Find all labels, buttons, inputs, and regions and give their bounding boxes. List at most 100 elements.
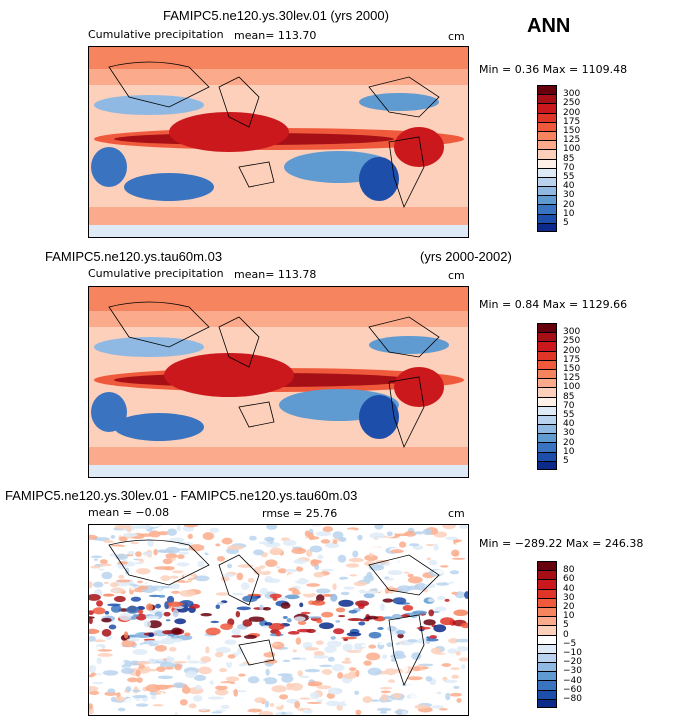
colorbar-label: 20: [563, 437, 575, 448]
colorbar-label: 40: [563, 181, 575, 192]
colorbar-label: 30: [563, 190, 575, 201]
colorbar-label: 0: [563, 629, 569, 640]
colorbar-swatch: [537, 158, 557, 168]
colorbar-swatch: [537, 588, 557, 598]
colorbar-label: 300: [563, 89, 581, 100]
colorbar-label: −20: [563, 657, 582, 668]
colorbar-label: 70: [563, 162, 575, 173]
colorbar-label: −60: [563, 684, 582, 695]
colorbar-label: 85: [563, 391, 575, 402]
colorbar-swatch: [537, 222, 557, 232]
colorbar-swatch: [537, 350, 557, 360]
colorbar-label: 55: [563, 410, 575, 420]
colorbar-label: −10: [563, 648, 582, 658]
colorbar-swatch: [537, 652, 557, 663]
colorbar-label: 175: [563, 116, 581, 127]
colorbar-swatch: [537, 341, 557, 351]
colorbar-swatch: [537, 671, 557, 681]
colorbar-label: 10: [563, 611, 575, 622]
colorbar-swatch: [537, 606, 557, 617]
colorbar-swatch: [537, 451, 557, 461]
colorbar-label: 30: [563, 592, 575, 603]
colorbar-swatch: [537, 167, 557, 177]
colorbar-swatch: [537, 359, 557, 369]
colorbar-label: −30: [563, 666, 582, 677]
colorbar-swatch: [537, 140, 557, 150]
colorbar-swatch: [537, 414, 557, 425]
colorbar-label: 250: [563, 336, 581, 347]
panel2-minmax: Min = 0.84 Max = 1129.66: [479, 298, 628, 311]
panel2-subtitle: Cumulative precipitation: [88, 267, 224, 280]
colorbar-label: 5: [563, 218, 569, 228]
colorbar-swatch: [537, 579, 557, 589]
panel1-title: FAMIPC5.ne120.ys.30lev.01 (yrs 2000): [163, 8, 389, 23]
colorbar-swatch: [537, 597, 557, 607]
colorbar-swatch: [537, 616, 557, 626]
colorbar-swatch: [537, 378, 557, 388]
panel2-colorbar: [537, 323, 557, 470]
colorbar-swatch: [537, 149, 557, 159]
colorbar-label: 100: [563, 382, 581, 393]
colorbar-label: 20: [563, 602, 575, 612]
colorbar-swatch: [537, 689, 557, 699]
colorbar-swatch: [537, 405, 557, 415]
colorbar-swatch: [537, 368, 557, 379]
colorbar-swatch: [537, 442, 557, 452]
colorbar-label: 30: [563, 428, 575, 439]
panel3-colorbar: [537, 561, 557, 708]
colorbar-label: −80: [563, 694, 582, 704]
colorbar-label: 70: [563, 400, 575, 411]
colorbar-swatch: [537, 561, 557, 571]
colorbar-swatch: [537, 94, 557, 104]
colorbar-label: 5: [563, 456, 569, 466]
colorbar-swatch: [537, 195, 557, 205]
panel1-precip-map: [88, 46, 469, 238]
season-label: ANN: [527, 15, 571, 37]
panel3-units: cm: [448, 507, 465, 520]
colorbar-swatch: [537, 103, 557, 113]
panel3-mean: mean = −0.08: [88, 506, 170, 519]
panel1-units: cm: [448, 30, 465, 43]
colorbar-swatch: [537, 130, 557, 141]
colorbar-label: 80: [563, 565, 575, 576]
colorbar-label: 60: [563, 574, 575, 585]
colorbar-swatch: [537, 424, 557, 434]
colorbar-label: 10: [563, 446, 575, 457]
colorbar-swatch: [537, 204, 557, 214]
colorbar-swatch: [537, 112, 557, 122]
panel2-mean: mean= 113.78: [234, 268, 317, 281]
colorbar-label: 125: [563, 373, 581, 384]
colorbar-swatch: [537, 176, 557, 187]
panel3-rmse: rmse = 25.76: [262, 507, 338, 520]
colorbar-swatch: [537, 662, 557, 672]
panel3-title: FAMIPC5.ne120.ys.30lev.01 - FAMIPC5.ne12…: [5, 488, 358, 503]
colorbar-swatch: [537, 387, 557, 397]
colorbar-label: 200: [563, 107, 581, 118]
colorbar-label: 10: [563, 208, 575, 219]
colorbar-swatch: [537, 634, 557, 644]
colorbar-label: 200: [563, 345, 581, 356]
colorbar-label: −40: [563, 675, 582, 686]
colorbar-swatch: [537, 643, 557, 653]
colorbar-swatch: [537, 698, 557, 708]
colorbar-label: 85: [563, 153, 575, 164]
colorbar-label: 250: [563, 98, 581, 109]
colorbar-label: 5: [563, 620, 569, 631]
colorbar-swatch: [537, 213, 557, 223]
colorbar-swatch: [537, 570, 557, 580]
colorbar-label: 150: [563, 126, 581, 136]
panel1-colorbar: [537, 85, 557, 232]
panel1-minmax: Min = 0.36 Max = 1109.48: [479, 63, 628, 76]
colorbar-label: 40: [563, 583, 575, 594]
panel3-minmax: Min = −289.22 Max = 246.38: [479, 537, 644, 550]
colorbar-label: 40: [563, 419, 575, 430]
panel2-years: (yrs 2000-2002): [420, 249, 512, 264]
colorbar-swatch: [537, 323, 557, 333]
colorbar-label: −5: [563, 638, 577, 649]
colorbar-swatch: [537, 625, 557, 635]
panel2-title: FAMIPC5.ne120.ys.tau60m.03: [45, 249, 223, 264]
panel2-units: cm: [448, 269, 465, 282]
colorbar-label: 175: [563, 354, 581, 365]
colorbar-swatch: [537, 680, 557, 690]
panel2-precip-map: [88, 286, 469, 478]
